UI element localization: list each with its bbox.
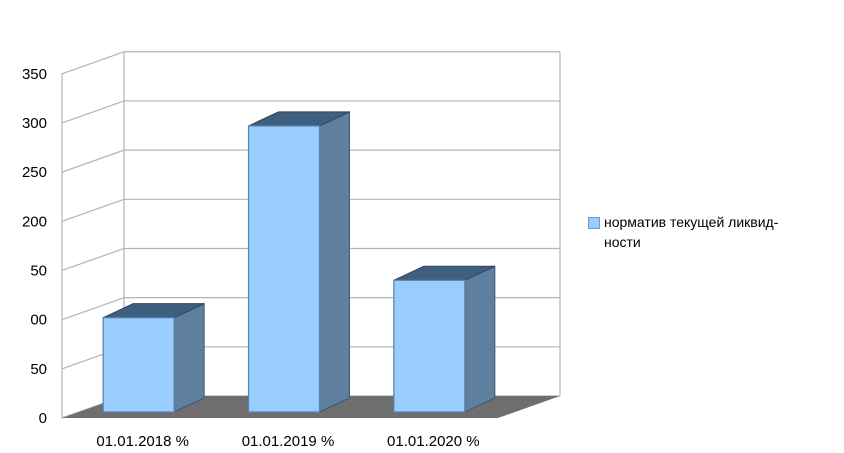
legend-label-line2: ности — [604, 234, 641, 250]
y-tick-label: 250 — [22, 164, 47, 181]
bar-front-face — [102, 317, 175, 413]
legend: норматив текущей ликвид- ности — [588, 212, 838, 252]
side-gridline — [61, 247, 125, 272]
y-tick-label: 350 — [22, 66, 47, 83]
side-gridline — [61, 149, 125, 173]
y-tick-label: 300 — [22, 115, 47, 132]
legend-label-line1: норматив текущей ликвид- — [604, 214, 779, 230]
bar-side-face — [173, 302, 205, 413]
bar-front-face — [393, 279, 466, 413]
x-category-labels: 01.01.2018 % 01.01.2019 % 01.01.2020 % — [96, 433, 479, 450]
y-tick-label: 200 — [22, 213, 47, 230]
bar-side-face — [464, 265, 496, 413]
y-tick-label: 00 — [30, 312, 47, 329]
bar-front-face — [247, 125, 321, 413]
side-gridline — [61, 198, 125, 222]
y-tick-label: 50 — [30, 361, 47, 378]
y-tick-label: 50 — [30, 262, 47, 279]
y-tick-label: 0 — [39, 410, 47, 427]
bar-side-face — [319, 111, 350, 413]
x-category-label: 01.01.2019 % — [242, 433, 335, 450]
side-gridline — [61, 100, 125, 124]
side-gridline — [61, 297, 125, 321]
y-tick-labels: 0 50 00 50 200 250 300 350 — [22, 66, 47, 427]
x-category-label: 01.01.2020 % — [387, 433, 480, 450]
bars-layer — [102, 111, 496, 413]
x-category-label: 01.01.2018 % — [96, 433, 189, 450]
legend-swatch-icon — [588, 217, 600, 229]
side-gridline — [61, 51, 125, 75]
